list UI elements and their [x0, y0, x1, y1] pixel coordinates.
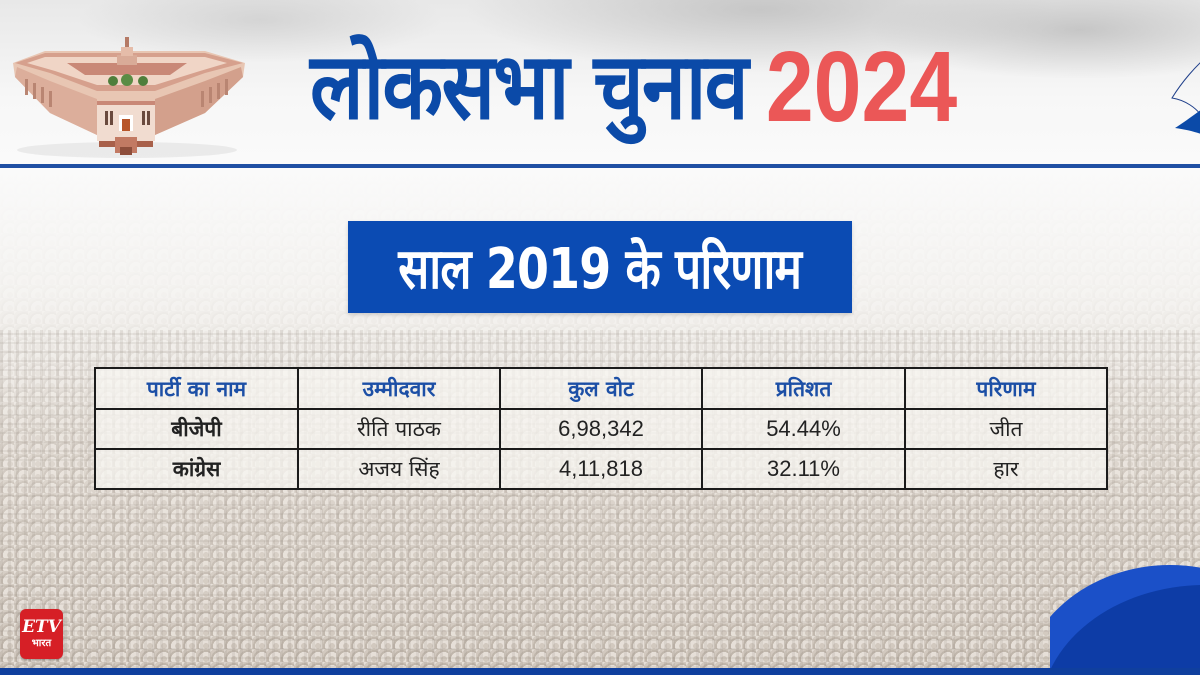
footer-bar [0, 668, 1200, 675]
column-header-percentage: प्रतिशत [701, 367, 906, 410]
cell-total-votes: 4,11,818 [499, 448, 703, 490]
cell-party: कांग्रेस [94, 448, 299, 490]
table-row: बीजेपी रीति पाठक 6,98,342 54.44% जीत [94, 408, 1108, 450]
column-header-result: परिणाम [904, 367, 1108, 410]
cell-percentage: 32.11% [701, 448, 906, 490]
table-header-row: पार्टी का नाम उम्मीदवार कुल वोट प्रतिशत … [94, 367, 1108, 410]
etv-logo-mark: ETV [22, 616, 61, 637]
cell-total-votes: 6,98,342 [499, 408, 703, 450]
title-hindi: लोकसभा चुनाव [310, 33, 749, 140]
table-row: कांग्रेस अजय सिंह 4,11,818 32.11% हार [94, 448, 1108, 490]
etv-logo-sub: भारत [31, 637, 52, 649]
cell-result: हार [904, 448, 1108, 490]
results-banner: साल 2019 के परिणाम [348, 221, 852, 313]
corner-swoosh-decoration [1050, 555, 1200, 675]
cell-result: जीत [904, 408, 1108, 450]
banner-text: साल 2019 के परिणाम [398, 237, 803, 302]
results-table: पार्टी का नाम उम्मीदवार कुल वोट प्रतिशत … [94, 367, 1108, 490]
etv-bharat-logo: ETV भारत [20, 609, 63, 659]
cell-percentage: 54.44% [701, 408, 906, 450]
cell-candidate: अजय सिंह [297, 448, 501, 490]
column-header-party: पार्टी का नाम [94, 367, 299, 410]
title-year: 2024 [765, 31, 958, 143]
cell-party: बीजेपी [94, 408, 299, 450]
column-header-total-votes: कुल वोट [499, 367, 703, 410]
column-header-candidate: उम्मीदवार [297, 367, 501, 410]
header-divider [0, 164, 1200, 168]
cell-candidate: रीति पाठक [297, 408, 501, 450]
parliament-building-icon [13, 37, 245, 158]
page-title: लोकसभा चुनाव 2024 [310, 12, 957, 162]
flag-wave-icon [1171, 62, 1200, 134]
